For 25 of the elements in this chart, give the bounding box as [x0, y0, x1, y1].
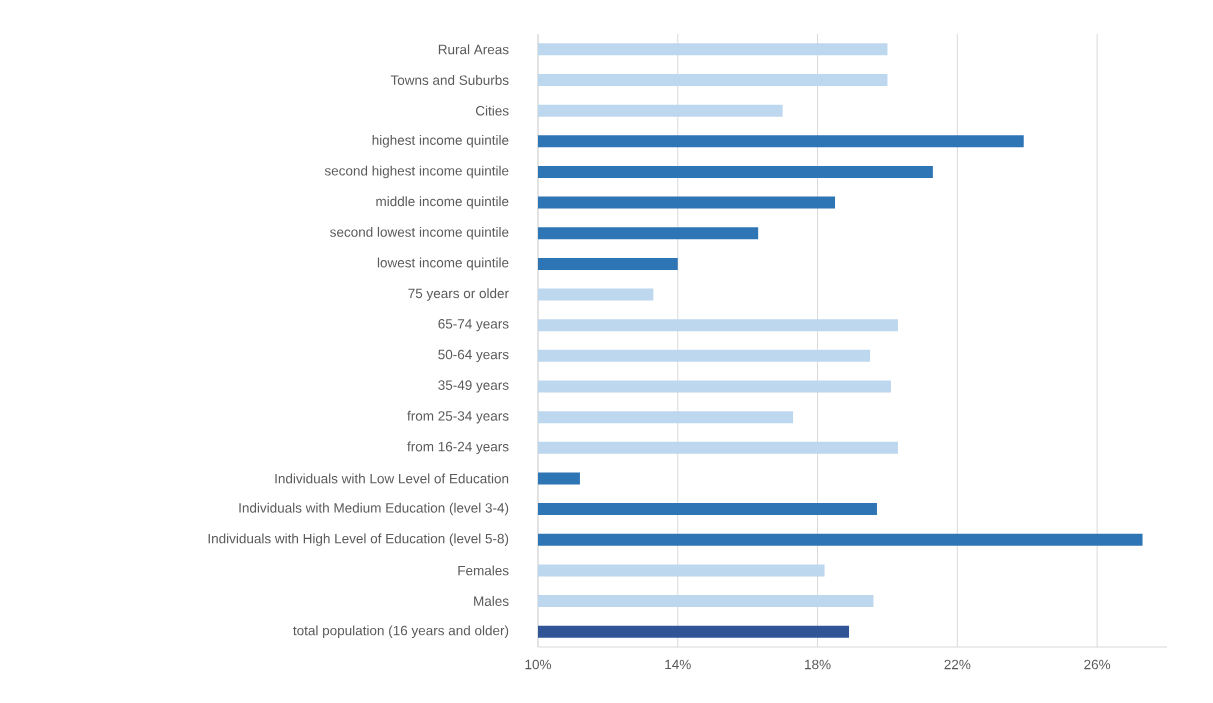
y-tick-label: Towns and Suburbs	[390, 75, 509, 85]
y-tick-label: 65-74 years	[438, 319, 509, 332]
y-tick-label: Individuals with High Level of Education (level 5-8)	[208, 533, 509, 547]
y-tick-label: total population (16 years and older)	[293, 625, 509, 638]
y-tick-label: Individuals with Medium Education (level 3-4)	[239, 502, 509, 516]
y-tick-label: second lowest income quintile	[330, 226, 509, 240]
y-tick-label: 35-49 years	[438, 380, 509, 393]
x-tick-label: 26%	[1084, 659, 1111, 670]
x-tick-label: 22%	[944, 659, 971, 670]
x-tick-label: 18%	[805, 659, 831, 670]
y-tick-label: 50-64 years	[438, 349, 509, 362]
y-tick-label: Females	[458, 565, 509, 576]
y-tick-label: second highest income quintile	[324, 165, 509, 179]
y-tick-label: Cities	[475, 105, 509, 116]
y-tick-label: middle income quintile	[376, 196, 509, 209]
y-tick-label: Males	[474, 596, 509, 606]
y-tick-label: Individuals with Low Level of Education	[275, 473, 509, 484]
x-tick-label: 14%	[665, 659, 691, 670]
y-tick-label: highest income quintile	[372, 134, 509, 148]
x-tick-label: 10%	[525, 659, 552, 670]
y-tick-label: Rural Areas	[438, 44, 509, 55]
y-tick-label: from 16-24 years	[407, 441, 509, 455]
y-tick-label: from 25-34 years	[407, 410, 509, 424]
y-tick-label: 75 years or older	[408, 288, 509, 301]
y-tick-label: lowest income quintile	[377, 257, 509, 271]
